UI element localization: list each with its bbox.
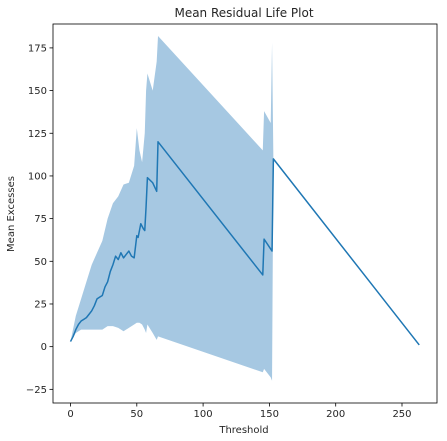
plot-frame bbox=[52, 23, 438, 404]
x-tick-label: 200 bbox=[326, 409, 345, 420]
x-tick-label: 0 bbox=[67, 409, 73, 420]
y-tick-label: 50 bbox=[34, 257, 47, 268]
confidence-band bbox=[70, 35, 420, 381]
y-tick-label: 100 bbox=[28, 171, 47, 182]
y-axis: −25 0 25 50 75 100 125 150 175 bbox=[26, 43, 53, 396]
x-tick-label: 150 bbox=[260, 409, 279, 420]
x-axis: 0 50 100 150 200 250 bbox=[67, 403, 412, 420]
y-tick-label: −25 bbox=[26, 385, 47, 396]
x-tick-label: 250 bbox=[392, 409, 411, 420]
plot-area bbox=[52, 23, 438, 404]
y-tick-label: 25 bbox=[34, 299, 47, 310]
series-line-0 bbox=[69, 141, 420, 346]
x-tick-label: 50 bbox=[130, 409, 143, 420]
x-tick-label: 100 bbox=[194, 409, 213, 420]
y-tick-label: 125 bbox=[28, 129, 47, 140]
y-axis-label: Mean Excesses bbox=[6, 176, 17, 252]
y-tick-label: 0 bbox=[41, 342, 47, 353]
y-tick-label: 75 bbox=[34, 214, 47, 225]
x-axis-label: Threshold bbox=[218, 425, 268, 436]
y-tick-label: 150 bbox=[28, 86, 47, 97]
y-tick-label: 175 bbox=[28, 43, 47, 54]
chart-title: Mean Residual Life Plot bbox=[174, 6, 313, 20]
